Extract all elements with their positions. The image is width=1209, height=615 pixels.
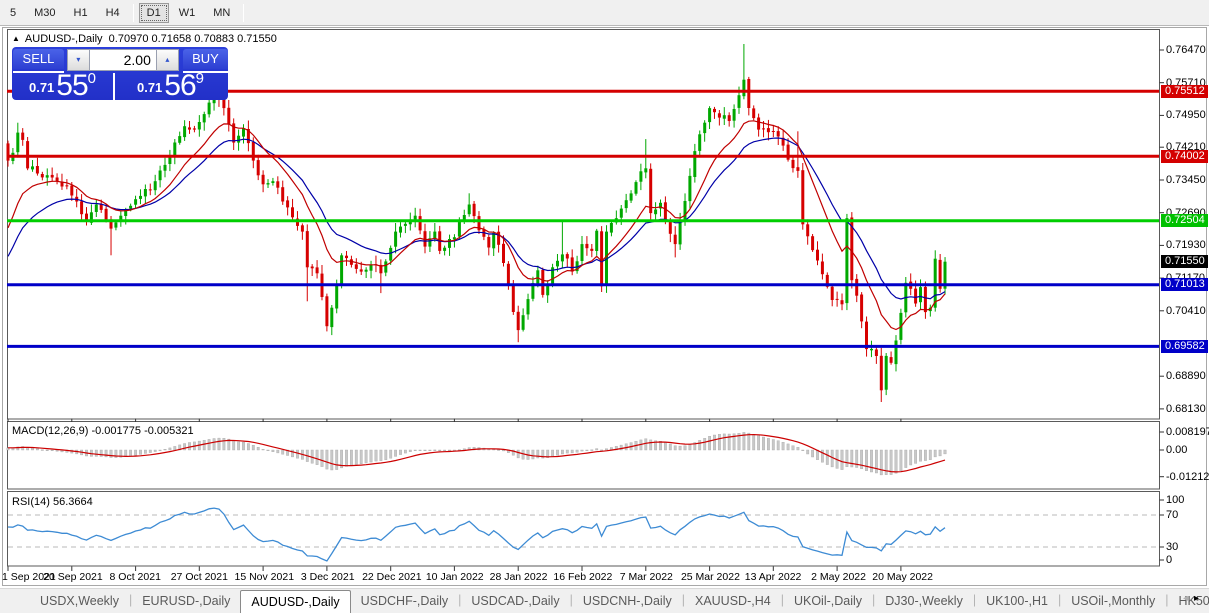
symbol-tab-usdcad-daily[interactable]: USDCAD-,Daily [471, 594, 560, 608]
tab-separator: | [1165, 593, 1169, 607]
tab-separator: | [872, 593, 876, 607]
lot-increase-button[interactable]: ▴ [155, 49, 179, 71]
price-tick-label: 0.74950 [1166, 109, 1206, 122]
symbol-tab-usoil-monthly[interactable]: USOil-,Monthly [1071, 594, 1156, 608]
level-price-label: 0.74002 [1161, 149, 1208, 163]
symbol-tab-usdcnh-daily[interactable]: USDCNH-,Daily [582, 594, 672, 608]
date-tick-label: 10 Jan 2022 [425, 571, 484, 583]
lot-size-input[interactable] [89, 49, 156, 71]
lot-decrease-button[interactable]: ▾ [66, 49, 90, 71]
chart-title: ▲ AUDUSD-,Daily 0.70970 0.71658 0.70883 0… [12, 33, 277, 45]
current-price-label: 0.71550 [1161, 255, 1208, 269]
symbol-tab-usdx-weekly[interactable]: USDX,Weekly [40, 594, 119, 608]
tab-separator: | [681, 593, 685, 607]
symbol-tab-ukoil-daily[interactable]: UKOil-,Daily [793, 594, 863, 608]
symbol-tab-hk50[interactable]: HK50-, [1178, 594, 1209, 608]
sell-price-big-digits: 55 [56, 69, 88, 102]
rsi-tick-label: 70 [1166, 509, 1179, 521]
macd-tick-label: 0.00 [1166, 444, 1188, 456]
lot-size-stepper: ▾ ▴ [66, 49, 179, 71]
tab-scroll-left-icon[interactable]: ◂ [1182, 593, 1194, 604]
buy-price-display[interactable]: 0.71 56 9 [115, 69, 226, 102]
symbol-tab-xauusd-h4[interactable]: XAUUSD-,H4 [694, 594, 771, 608]
date-tick-label: 1 Sep 2021 [2, 571, 56, 583]
buy-price-pip-digit: 9 [195, 70, 205, 87]
level-price-label: 0.69582 [1161, 339, 1208, 353]
date-tick-label: 2 May 2022 [811, 571, 866, 583]
price-tick-label: 0.73450 [1166, 173, 1206, 186]
timeframe-button-5[interactable]: 5 [10, 6, 17, 19]
sell-price-prefix: 0.71 [28, 80, 55, 95]
date-tick-label: 22 Dec 2021 [362, 571, 422, 583]
date-tick-label: 20 Sep 2021 [43, 571, 103, 583]
rsi-tick-label: 0 [1166, 554, 1173, 566]
rsi-tick-label: 100 [1166, 494, 1185, 506]
timeframe-button-d1[interactable]: D1 [138, 2, 169, 23]
collapse-panel-icon[interactable]: ▲ [12, 34, 20, 43]
buy-button[interactable]: BUY [182, 49, 228, 69]
sell-price-pip-digit: 0 [87, 70, 97, 87]
rsi-tick-label: 30 [1166, 541, 1179, 553]
tab-separator: | [458, 593, 462, 607]
tab-separator: | [569, 593, 573, 607]
tab-separator: | [972, 593, 977, 607]
date-tick-label: 7 Mar 2022 [619, 571, 673, 583]
date-tick-label: 28 Jan 2022 [489, 571, 548, 583]
macd-tick-label: 0.008197 [1166, 425, 1209, 438]
tab-scroll-buttons: ◂▸ [1183, 593, 1205, 604]
rsi-indicator-label: RSI(14) 56.3664 [12, 496, 93, 508]
sell-price-display[interactable]: 0.71 55 0 [12, 69, 115, 102]
symbol-tab-bar: USDX,Weekly | EURUSD-,Daily AUDUSD-,Daily US… [0, 588, 1209, 613]
timeframe-button-w1[interactable]: W1 [178, 6, 196, 19]
price-tick-label: 0.71930 [1166, 239, 1206, 252]
toolbar-divider [132, 3, 134, 22]
timeframe-button-m30[interactable]: M30 [34, 6, 56, 19]
price-tick-label: 0.68130 [1166, 402, 1206, 415]
one-click-trading-panel: SELL ▾ ▴ BUY 0.71 55 0 0.71 56 9 [12, 47, 228, 102]
symbol-tab-usdchf-daily[interactable]: USDCHF-,Daily [360, 594, 449, 608]
timeframe-button-h4[interactable]: H4 [105, 6, 120, 19]
level-price-label: 0.75512 [1161, 84, 1208, 98]
level-price-label: 0.71013 [1161, 278, 1208, 292]
timeframe-button-mn[interactable]: MN [213, 6, 231, 19]
macd-indicator-label: MACD(12,26,9) -0.001775 -0.005321 [12, 425, 194, 437]
date-tick-label: 8 Oct 2021 [109, 571, 161, 583]
date-tick-label: 27 Oct 2021 [170, 571, 228, 583]
chart-ohlc-values: 0.70970 0.71658 0.70883 0.71550 [108, 33, 277, 45]
date-tick-label: 3 Dec 2021 [300, 571, 355, 583]
tab-separator: | [1057, 593, 1062, 607]
buy-price-big-digits: 56 [164, 69, 196, 102]
chart-symbol-label: AUDUSD-,Daily [24, 33, 103, 45]
toolbar-divider [243, 3, 245, 22]
date-tick-label: 15 Nov 2021 [234, 571, 295, 583]
sell-button[interactable]: SELL [13, 49, 64, 69]
symbol-tab-dj30-weekly[interactable]: DJ30-,Weekly [885, 594, 963, 608]
symbol-tab-eurusd-daily[interactable]: EURUSD-,Daily [142, 594, 231, 608]
date-tick-label: 25 Mar 2022 [680, 571, 740, 583]
tab-scroll-right-icon[interactable]: ▸ [1193, 593, 1205, 604]
price-tick-label: 0.68890 [1166, 370, 1206, 383]
level-price-label: 0.72504 [1161, 214, 1208, 228]
symbol-tab-uk100-h1[interactable]: UK100-,H1 [986, 594, 1048, 608]
timeframe-toolbar: 5 M30 H1 H4 D1 W1 MN [0, 0, 1209, 26]
timeframe-button-h1[interactable]: H1 [73, 6, 88, 19]
tab-separator: | [128, 593, 133, 607]
date-tick-label: 16 Feb 2022 [553, 571, 613, 583]
date-tick-label: 20 May 2022 [872, 571, 933, 583]
buy-price-prefix: 0.71 [136, 80, 163, 95]
price-tick-label: 0.70410 [1166, 304, 1206, 317]
price-tick-label: 0.76470 [1166, 44, 1206, 56]
tab-separator: | [780, 593, 784, 607]
date-tick-label: 13 Apr 2022 [744, 571, 802, 583]
symbol-tab-audusd-daily[interactable]: AUDUSD-,Daily [240, 590, 351, 613]
